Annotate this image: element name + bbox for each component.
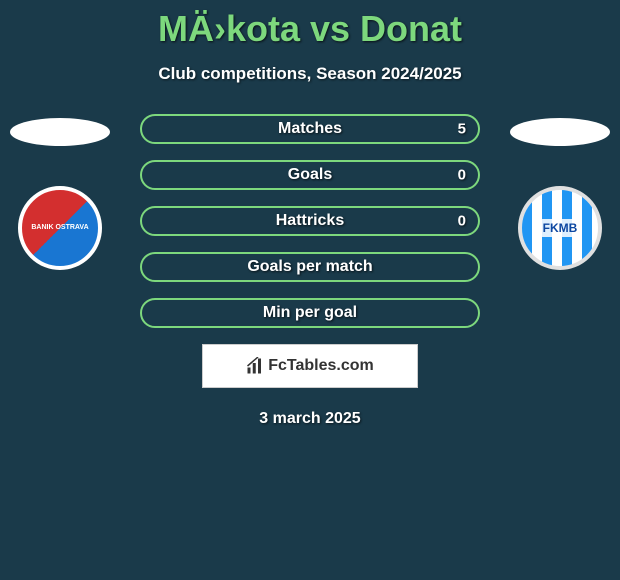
player-right-photo-placeholder	[510, 118, 610, 146]
comparison-area: Matches 5 Goals 0 Hattricks 0 Goals per …	[0, 114, 620, 428]
stat-row-min-per-goal: Min per goal	[140, 298, 480, 328]
page-title: MÄ›kota vs Donat	[0, 0, 620, 50]
date-line: 3 march 2025	[0, 410, 620, 428]
brand-text: FcTables.com	[268, 357, 374, 375]
stat-row-matches: Matches 5	[140, 114, 480, 144]
page-subtitle: Club competitions, Season 2024/2025	[0, 64, 620, 84]
stat-right-value: 0	[458, 213, 466, 230]
player-right-column	[500, 114, 620, 270]
club-badge-right	[518, 186, 602, 270]
player-left-photo-placeholder	[10, 118, 110, 146]
stat-right-value: 5	[458, 121, 466, 138]
stat-row-hattricks: Hattricks 0	[140, 206, 480, 236]
bar-chart-icon	[246, 357, 264, 375]
brand-card[interactable]: FcTables.com	[202, 344, 418, 388]
stat-label: Goals per match	[247, 258, 372, 276]
stat-right-value: 0	[458, 167, 466, 184]
stat-row-goals-per-match: Goals per match	[140, 252, 480, 282]
stat-label: Min per goal	[263, 304, 357, 322]
player-left-column	[0, 114, 120, 270]
club-badge-left	[18, 186, 102, 270]
stat-label: Hattricks	[276, 212, 344, 230]
stat-row-goals: Goals 0	[140, 160, 480, 190]
stat-rows: Matches 5 Goals 0 Hattricks 0 Goals per …	[140, 114, 480, 328]
stat-label: Goals	[288, 166, 332, 184]
stat-label: Matches	[278, 120, 342, 138]
